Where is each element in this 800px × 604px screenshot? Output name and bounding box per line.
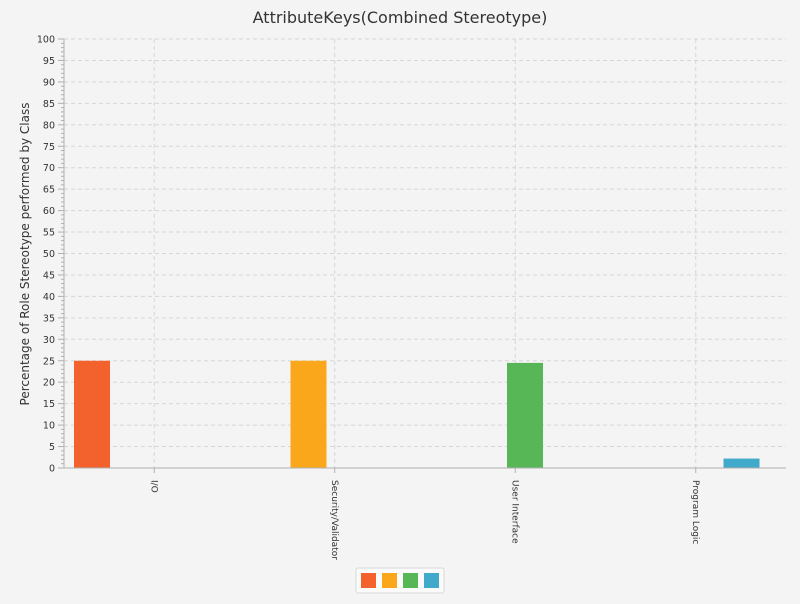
legend-swatch xyxy=(382,573,397,588)
y-axis-label: Percentage of Role Stereotype performed … xyxy=(18,103,32,406)
bar-i-o xyxy=(74,360,110,468)
y-tick-label: 45 xyxy=(43,270,55,281)
y-tick-label: 70 xyxy=(43,163,55,174)
legend-box xyxy=(355,567,445,594)
y-tick-label: 95 xyxy=(43,56,55,67)
legend xyxy=(355,567,445,594)
legend-swatch xyxy=(361,573,376,588)
y-tick-label: 40 xyxy=(43,292,55,303)
legend-swatch xyxy=(424,573,439,588)
y-tick-label: 60 xyxy=(43,206,55,217)
bar-user-interface xyxy=(507,362,543,468)
y-tick-label: 65 xyxy=(43,185,55,196)
y-tick-label: 100 xyxy=(37,35,55,46)
y-tick-label: 75 xyxy=(43,142,55,153)
axes: 0 5 10 15 20 25 30 35 40 45 50 55 60 65 70 75 80 85 90 95 10… xyxy=(37,35,786,560)
x-tick-label: Security/Validator xyxy=(329,480,339,560)
bar-security-validator xyxy=(290,360,327,468)
x-tick-label: Program Logic xyxy=(690,480,700,544)
y-tick-label: 15 xyxy=(43,399,55,410)
x-tick-label: I/O xyxy=(148,480,158,493)
y-tick-label: 50 xyxy=(43,249,55,260)
grid xyxy=(64,38,786,468)
y-tick-label: 90 xyxy=(43,77,55,88)
x-tick-label: User Interface xyxy=(509,480,519,544)
y-tick-label: 80 xyxy=(43,120,55,131)
bars xyxy=(74,360,760,468)
y-tick-label: 85 xyxy=(43,99,55,110)
bar-program-logic xyxy=(723,458,760,468)
y-tick-label: 25 xyxy=(43,356,55,367)
y-tick-label: 0 xyxy=(49,464,55,475)
y-tick-label: 55 xyxy=(43,228,55,239)
y-tick-label: 20 xyxy=(43,378,55,389)
y-tick-label: 35 xyxy=(43,313,55,324)
y-tick-label: 5 xyxy=(49,442,55,453)
chart-title: AttributeKeys(Combined Stereotype) xyxy=(253,8,548,27)
legend-swatch xyxy=(403,573,418,588)
y-tick-label: 10 xyxy=(43,421,55,432)
y-tick-label: 30 xyxy=(43,335,55,346)
